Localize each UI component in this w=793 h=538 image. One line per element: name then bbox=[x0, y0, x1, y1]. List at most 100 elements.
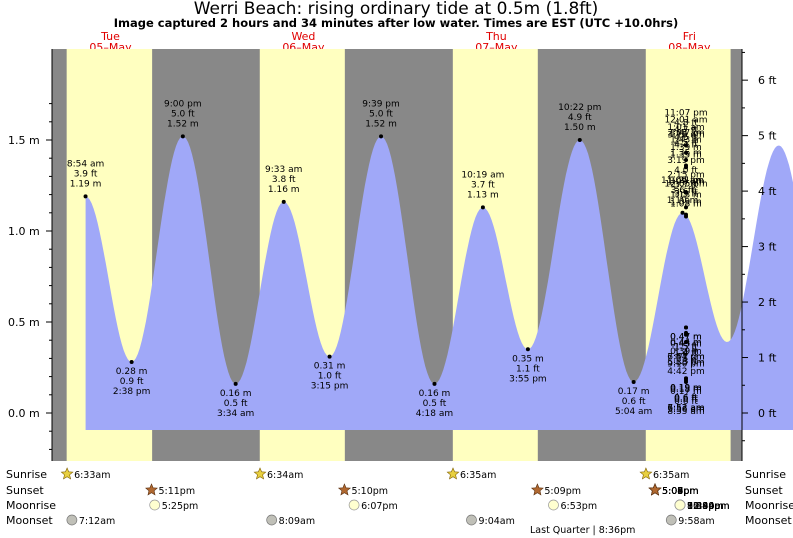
tide-label-line: 0.47 m bbox=[670, 332, 702, 342]
low-tide-label: 0.35 m1.1 ft3:55 pm bbox=[509, 354, 547, 384]
row-label-right: Sunrise bbox=[745, 468, 786, 481]
high-tide-point bbox=[180, 134, 185, 139]
low-tide-point bbox=[525, 347, 530, 352]
row-label-left: Moonrise bbox=[6, 499, 56, 512]
tide-label-line: 0.19 m bbox=[670, 383, 702, 393]
sunset-icon bbox=[145, 483, 158, 496]
moonset-time: 7:12am bbox=[79, 516, 115, 527]
moonset-icon bbox=[466, 514, 477, 526]
tide-label-line: 1.43 m bbox=[670, 136, 702, 146]
astro-table: Sunrise Sunrise Sunset Sunset Moonrise Moonri… bbox=[6, 467, 793, 536]
moonrise-time: 7:43pm bbox=[687, 501, 724, 512]
day-name: Fri bbox=[683, 30, 696, 43]
sunrise-time: 6:35am bbox=[460, 470, 496, 481]
high-tide-label: 10:19 am3.7 ft1.13 m bbox=[461, 170, 504, 200]
tide-label-line: 1.1 ft bbox=[516, 364, 540, 374]
tide-label-line: 0.6 ft bbox=[674, 397, 698, 407]
right-axis: 0 ft 1 ft 2 ft 3 ft 4 ft 5 ft 6 ft bbox=[741, 49, 777, 461]
sunset-time: 5:10pm bbox=[351, 486, 388, 497]
tide-label-line: 0.17 m bbox=[670, 387, 702, 397]
sunset-icon bbox=[648, 483, 662, 496]
sunrise-time: 6:33am bbox=[74, 470, 110, 481]
high-tide-label: 3:19 pm4.0 ft1.21 m bbox=[667, 156, 705, 186]
tide-label-line: 5.0 ft bbox=[171, 109, 195, 119]
high-tide-label: 2:08 am4.5 ft1.36 m bbox=[667, 128, 704, 158]
low-tide-label: 0.44 m1.4 ft5:38 pm bbox=[667, 338, 705, 368]
tide-label-line: 8:55 am bbox=[667, 407, 704, 417]
tide-label-line: 0.16 m bbox=[220, 389, 252, 399]
tide-label-line: 1.13 m bbox=[670, 190, 702, 200]
tide-label-line: 5:04 am bbox=[615, 407, 652, 417]
tide-label-line: 4:42 pm bbox=[667, 367, 705, 377]
tide-label-line: 0.6 ft bbox=[674, 395, 698, 405]
tide-label-line: 5:38 pm bbox=[667, 358, 705, 368]
low-tide-point bbox=[684, 340, 688, 345]
moonrise-time: 6:53pm bbox=[560, 501, 597, 512]
tide-label-line: 1.0 ft bbox=[318, 372, 342, 382]
moonrise-icon bbox=[149, 499, 161, 511]
high-tide-point bbox=[684, 143, 688, 148]
tide-label-line: 0.5 ft bbox=[423, 399, 447, 409]
tide-label-line: 1.5 ft bbox=[674, 342, 698, 352]
left-tick-label: 0.5 m bbox=[8, 316, 40, 329]
tide-label-line: 0.43 m bbox=[670, 340, 702, 350]
tide-label-line: 1.10 m bbox=[667, 196, 699, 206]
sunrise-icon bbox=[253, 467, 267, 480]
low-tide-label: 0.18 m0.6 ft5:56 am bbox=[667, 385, 704, 415]
moonset-icon bbox=[266, 514, 278, 526]
sunset-time: 5:06pm bbox=[662, 486, 699, 497]
high-tide-label: 12:01 am4.7 ft1.43 m bbox=[664, 116, 707, 146]
high-tide-label: 3:16 am4.4 ft1.35 m bbox=[667, 130, 704, 160]
tide-label-line: 3.7 ft bbox=[471, 180, 495, 190]
tide-label-line: 3:55 pm bbox=[509, 374, 547, 384]
high-tide-point bbox=[281, 199, 286, 204]
tide-label-line: 0.6 ft bbox=[674, 393, 698, 403]
chart-subtitle: Image captured 2 hours and 34 minutes af… bbox=[114, 16, 678, 30]
row-label-right: Sunset bbox=[745, 484, 783, 497]
tide-label-line: 0.6 ft bbox=[674, 393, 698, 403]
low-tide-label: 0.43 m1.4 ft 9:10 pm bbox=[667, 340, 705, 370]
low-tide-label: 0.28 m0.9 ft2:38 pm bbox=[113, 367, 151, 397]
tide-label-line: 0.35 m bbox=[512, 354, 544, 364]
left-tick-label: 1.0 m bbox=[8, 225, 40, 238]
tide-label-line: 10:19 am bbox=[461, 170, 504, 180]
sunset-time: 5:08pm bbox=[662, 486, 699, 497]
tide-label-line: 3:15 pm bbox=[311, 382, 349, 392]
tide-label-line: 4:18 am bbox=[416, 409, 453, 419]
tide-label-line: 1:01 am bbox=[667, 123, 704, 133]
tide-label-line: 1.52 m bbox=[167, 119, 199, 129]
moonrise-time: 12:49am bbox=[687, 501, 729, 512]
moonrise-time: 10:40pm bbox=[687, 501, 730, 512]
tide-label-line: 3.5 ft bbox=[674, 189, 698, 199]
tide-label-line: 0.6 ft bbox=[622, 397, 646, 407]
sunrise-icon bbox=[60, 467, 74, 480]
peak-markers bbox=[83, 134, 688, 386]
tide-label-line: 1.36 m bbox=[670, 148, 702, 158]
sunrise-time: 6:34am bbox=[267, 470, 303, 481]
day-name: Wed bbox=[291, 30, 315, 43]
low-tide-label: 0.17 m0.6 ft5:04 am bbox=[615, 387, 652, 417]
tide-label-line: 4.8 ft bbox=[674, 118, 698, 128]
high-tide-point bbox=[577, 138, 582, 142]
tide-label-line: 1.09 m bbox=[670, 198, 702, 208]
tide-label-line: 9:39 pm bbox=[362, 99, 400, 109]
tide-label-line: 1.50 m bbox=[564, 123, 596, 133]
tide-label-line: 3.7 ft bbox=[674, 180, 698, 190]
tide-label-line: 3:34 am bbox=[217, 409, 254, 419]
tide-label-line: 9:10 pm bbox=[667, 360, 705, 370]
row-label-left: Sunset bbox=[6, 484, 44, 497]
tide-label-line: 1.52 m bbox=[365, 119, 397, 129]
tide-label-line: 1.16 m bbox=[268, 185, 300, 195]
tide-label-line: 5:56 am bbox=[667, 405, 704, 415]
tide-label-line: 3.6 ft bbox=[674, 188, 698, 198]
tide-label-line: 11:07 pm bbox=[664, 108, 707, 118]
low-tide-point bbox=[327, 354, 332, 359]
moonrise-icon bbox=[674, 499, 686, 511]
moonrise-time: 11:44pm bbox=[687, 501, 730, 512]
tide-label-line: 12:05 pm bbox=[664, 179, 707, 189]
chart-title: Werri Beach: rising ordinary tide at 0.5… bbox=[194, 0, 599, 19]
right-tick-label: 2 ft bbox=[758, 296, 777, 309]
moonrise-icon bbox=[548, 499, 559, 511]
right-tick-label: 4 ft bbox=[758, 185, 777, 198]
tide-label-line: 0.31 m bbox=[314, 362, 346, 372]
